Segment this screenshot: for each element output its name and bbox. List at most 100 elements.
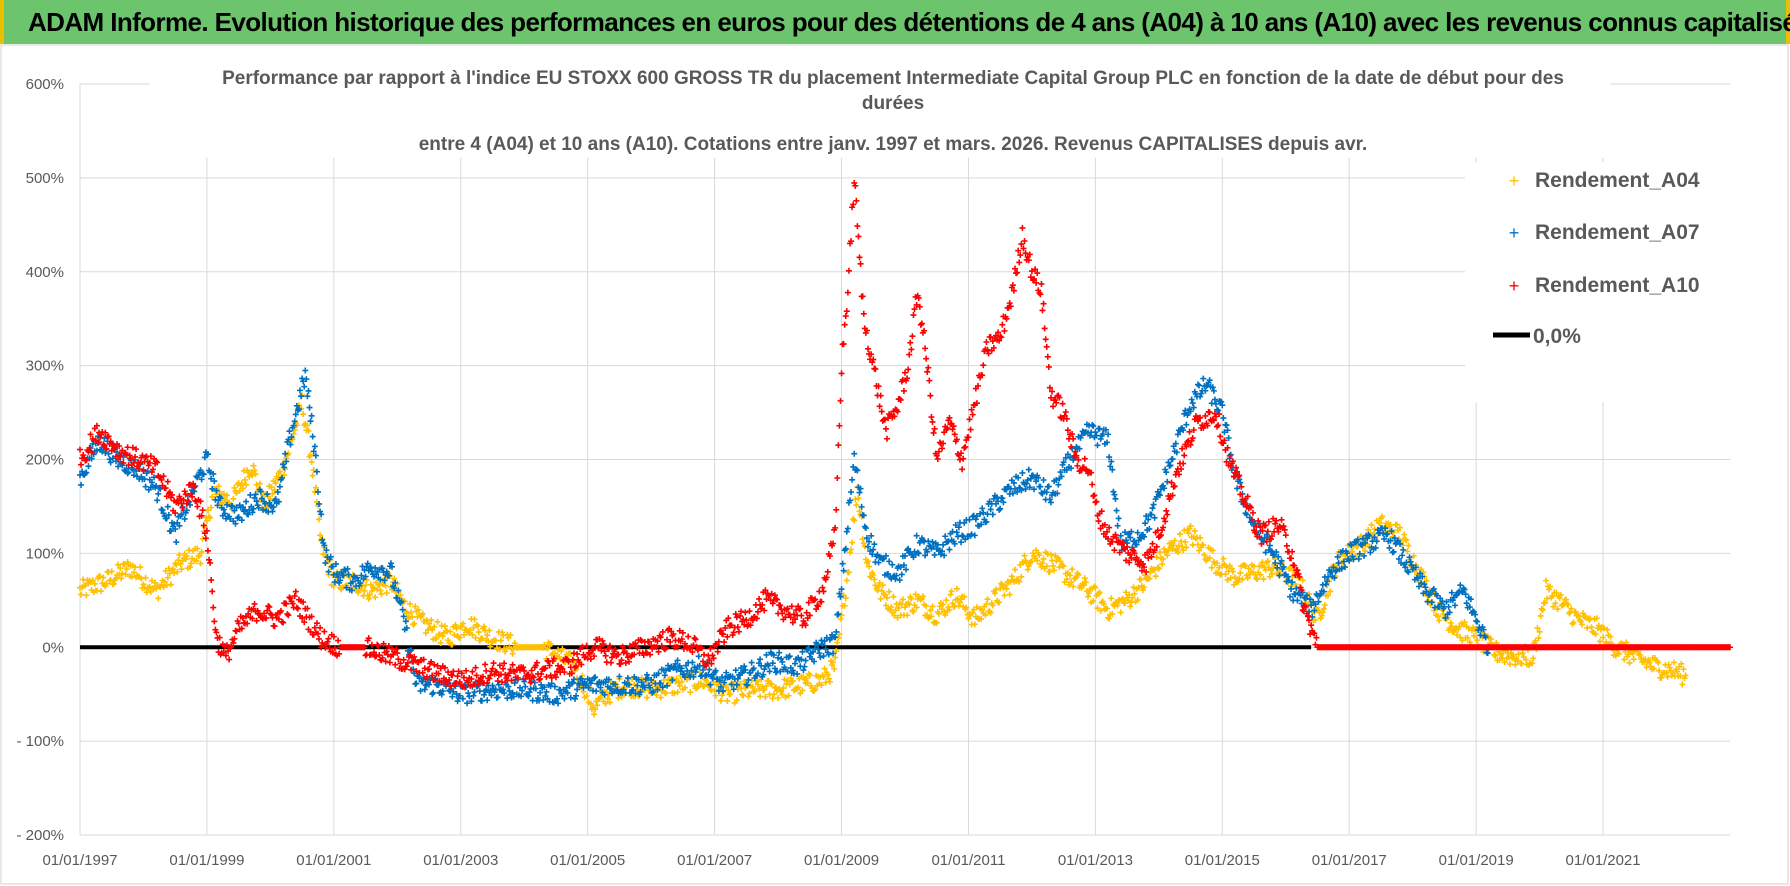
- data-point: [1459, 637, 1466, 644]
- data-point: [487, 643, 494, 650]
- data-point: [1183, 421, 1190, 428]
- data-point: [989, 602, 996, 609]
- legend-label-a04: Rendement_A04: [1535, 169, 1700, 192]
- data-point: [1019, 469, 1026, 476]
- data-point: [815, 603, 822, 610]
- data-point: [1104, 439, 1111, 446]
- data-point: [231, 484, 238, 491]
- data-point: [203, 517, 210, 524]
- data-point: [940, 440, 947, 447]
- data-point: [1443, 598, 1450, 605]
- data-point: [129, 466, 136, 473]
- data-point: [782, 614, 789, 621]
- data-point: [1556, 595, 1563, 602]
- data-point: [657, 694, 664, 701]
- data-point: [715, 638, 722, 645]
- data-point: [784, 605, 791, 612]
- data-point: [1016, 259, 1023, 266]
- data-point: [174, 519, 181, 526]
- data-point: [317, 508, 324, 515]
- data-point: [1324, 578, 1331, 585]
- data-point: [724, 633, 731, 640]
- data-point: [377, 576, 384, 583]
- data-point: [1454, 631, 1461, 638]
- data-point: [337, 577, 344, 584]
- data-point: [77, 446, 83, 453]
- data-point: [701, 682, 708, 689]
- data-point: [162, 567, 169, 574]
- data-point: [1397, 524, 1403, 531]
- data-point: [501, 660, 508, 667]
- data-point: [1670, 659, 1677, 666]
- data-point: [809, 648, 816, 655]
- data-point: [973, 400, 980, 407]
- data-point: [460, 674, 467, 681]
- data-point: [567, 694, 574, 701]
- data-point: [1047, 551, 1054, 558]
- data-point: [592, 706, 599, 713]
- data-point: [1039, 307, 1046, 314]
- data-point: [1126, 559, 1133, 566]
- data-point: [834, 639, 841, 646]
- chart-title-line-3: entre 4 (A04) et 10 ans (A10). Cotations…: [419, 134, 1368, 155]
- data-point: [657, 634, 664, 641]
- data-point: [1094, 605, 1101, 612]
- data-point: [769, 660, 776, 667]
- data-point: [1091, 492, 1098, 499]
- data-point: [1209, 547, 1216, 554]
- data-point: [282, 450, 289, 457]
- data-point: [1650, 665, 1657, 672]
- data-point: [802, 657, 809, 664]
- data-point: [719, 692, 726, 699]
- data-point: [1104, 605, 1111, 612]
- data-point: [713, 642, 720, 649]
- data-point: [1665, 661, 1672, 668]
- data-point: [1298, 586, 1305, 593]
- data-point: [778, 688, 785, 695]
- data-point: [348, 587, 355, 594]
- data-point: [1016, 578, 1023, 585]
- data-point: [699, 658, 706, 665]
- data-point: [140, 581, 147, 588]
- data-point: [221, 510, 228, 517]
- data-point: [1186, 428, 1193, 435]
- data-point: [1046, 496, 1053, 503]
- data-point: [1419, 573, 1426, 580]
- data-point: [730, 629, 737, 636]
- data-point: [667, 639, 674, 646]
- data-point: [1059, 400, 1066, 407]
- data-point: [340, 572, 347, 579]
- data-point: [1487, 636, 1494, 643]
- data-point: [746, 690, 753, 697]
- data-point: [529, 673, 536, 680]
- data-point: [227, 515, 234, 522]
- data-point: [117, 565, 124, 572]
- data-point: [875, 383, 882, 390]
- data-point: [1055, 481, 1062, 488]
- data-point: [776, 649, 783, 656]
- data-point: [1512, 661, 1519, 668]
- data-point: [852, 182, 859, 189]
- data-point: [518, 693, 525, 700]
- data-point: [1196, 382, 1203, 389]
- data-point: [1047, 499, 1054, 506]
- data-point: [1298, 600, 1305, 607]
- data-point: [198, 548, 205, 555]
- data-point: [913, 532, 920, 539]
- data-point: [423, 673, 430, 680]
- data-point: [1190, 404, 1197, 411]
- data-point: [958, 596, 965, 603]
- data-point: [511, 680, 518, 687]
- data-point: [1257, 571, 1264, 578]
- data-point: [789, 619, 796, 626]
- data-point: [1423, 588, 1430, 595]
- data-point: [178, 566, 185, 573]
- data-point: [1161, 515, 1168, 522]
- data-point: [1110, 488, 1117, 495]
- data-point: [312, 484, 319, 491]
- data-point: [484, 632, 491, 639]
- data-point: [1109, 538, 1116, 545]
- data-point: [1361, 552, 1368, 559]
- data-point: [1595, 622, 1602, 629]
- data-point: [157, 485, 164, 492]
